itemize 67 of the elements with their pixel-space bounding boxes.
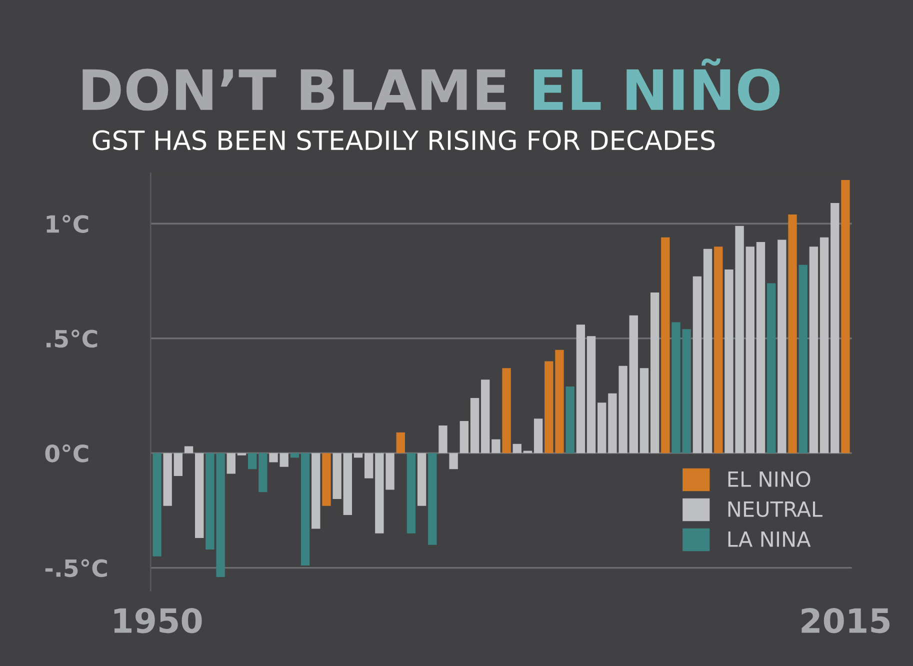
y-tick-label: 0°C	[45, 444, 88, 462]
bar	[714, 246, 723, 454]
bar	[692, 276, 702, 454]
bar	[396, 432, 405, 454]
bar	[650, 292, 660, 454]
bar	[502, 368, 511, 454]
bar	[586, 336, 596, 454]
bar	[449, 453, 458, 470]
bar	[544, 361, 554, 454]
bar	[300, 453, 310, 566]
bar	[555, 350, 564, 454]
bar	[428, 453, 437, 545]
legend-label: NEUTRAL	[728, 502, 822, 518]
bar	[438, 426, 448, 454]
bar	[481, 380, 490, 454]
bar	[576, 324, 586, 454]
y-tick-label: 1°C	[46, 214, 88, 233]
bar	[248, 453, 257, 470]
bar	[766, 283, 776, 454]
bar	[830, 202, 840, 454]
bar	[406, 453, 416, 534]
bar	[364, 453, 374, 478]
bar	[152, 453, 162, 556]
bar	[682, 329, 691, 454]
bar	[598, 402, 606, 454]
bar	[163, 453, 172, 506]
bar	[354, 453, 363, 458]
bar	[841, 180, 850, 454]
bar	[343, 453, 352, 516]
y-tick-label: .5°C	[46, 330, 98, 348]
bar	[322, 453, 331, 506]
legend-label: LA NINA	[728, 532, 811, 547]
bar	[703, 248, 712, 454]
bar	[332, 453, 342, 499]
chart-subtitle: GST HAS BEEN STEADILY RISING FOR DECADES	[92, 130, 715, 150]
x-tick-label: 1950	[114, 608, 202, 634]
bar	[269, 453, 278, 462]
chart-title: DON’T BLAME EL NIÑO	[82, 58, 780, 111]
bar	[629, 315, 638, 454]
legend-label: EL NINO	[728, 471, 810, 488]
bar	[809, 246, 818, 454]
bar	[820, 237, 829, 454]
bar	[661, 237, 670, 454]
bar	[417, 453, 426, 506]
bar	[492, 439, 500, 454]
bar	[174, 453, 183, 476]
bar	[534, 418, 543, 454]
bar	[226, 453, 236, 474]
bar	[566, 386, 574, 454]
bar	[640, 368, 649, 454]
bar	[672, 322, 680, 454]
bar	[788, 214, 797, 454]
bar	[280, 453, 288, 467]
bar	[258, 453, 268, 492]
y-tick-label: -.5°C	[45, 559, 107, 578]
bar	[778, 240, 786, 454]
bar	[756, 242, 766, 454]
bar	[746, 246, 754, 454]
bar	[184, 446, 194, 454]
bar	[195, 453, 204, 538]
bar	[512, 444, 522, 454]
bar	[460, 420, 469, 454]
bar	[798, 264, 808, 454]
bar	[470, 398, 480, 454]
x-tick-label: 2015	[802, 608, 890, 634]
bar	[290, 453, 300, 458]
bar	[312, 453, 320, 529]
